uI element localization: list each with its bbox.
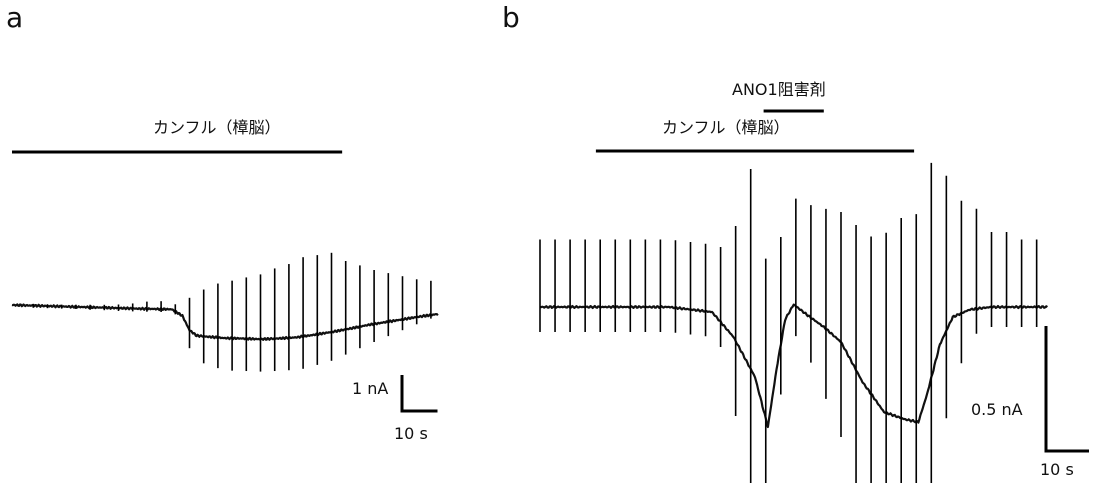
panel-a-scale-bar [400,375,438,413]
panel-b-scale-current-label: 0.5 nA [971,400,1023,419]
panel-label-b: b [502,1,520,34]
panel-b-inhibitor-label: ANO1阻害剤 [732,80,826,99]
panel-a-treatment-label: カンフル（樟脳） [153,118,281,137]
panel-a-scale-time-label: 10 s [394,424,428,443]
panel-b-current-trace [539,303,1048,429]
panel-b-camphor-label: カンフル（樟脳） [662,118,790,137]
panel-a-current-trace [11,303,439,341]
panel-b-scale-bar [1044,326,1089,453]
panel-label-a: a [6,1,24,34]
panel-a-scale-current-label: 1 nA [352,379,389,398]
panel-b-scale-time-label: 10 s [1040,460,1074,479]
